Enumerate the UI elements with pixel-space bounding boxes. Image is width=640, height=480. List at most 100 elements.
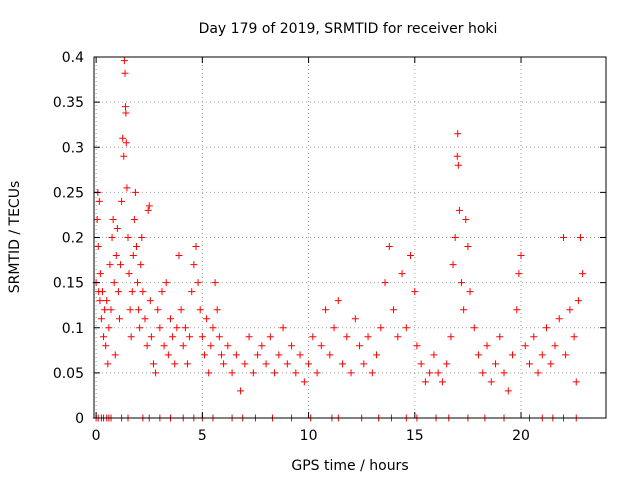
data-point xyxy=(555,315,563,323)
data-point xyxy=(130,215,138,223)
data-point xyxy=(171,360,179,368)
data-point xyxy=(120,152,128,160)
data-point xyxy=(574,297,582,305)
data-point xyxy=(188,288,196,296)
data-point xyxy=(154,306,162,314)
x-tick-label: 0 xyxy=(92,428,101,444)
data-point xyxy=(288,342,296,350)
data-point xyxy=(449,261,457,269)
data-point xyxy=(156,324,164,332)
data-point xyxy=(455,206,463,214)
data-point xyxy=(145,202,153,210)
data-point xyxy=(152,369,160,377)
data-point xyxy=(98,288,106,296)
data-point xyxy=(139,288,147,296)
data-point xyxy=(109,215,117,223)
data-point xyxy=(515,270,523,278)
data-point xyxy=(93,215,101,223)
data-point xyxy=(470,324,478,332)
data-point xyxy=(407,252,415,260)
data-point xyxy=(209,324,217,332)
axis-ticks: 0 0.05 0.1 0.15 0.2 0.25 0.3 0.35 0.4 0 5 10 15 20 xyxy=(53,50,606,444)
data-point xyxy=(119,134,127,142)
data-point xyxy=(430,351,438,359)
data-point xyxy=(104,360,112,368)
data-point xyxy=(169,333,177,341)
y-axis-label: SRMTID / TECUs xyxy=(7,181,23,294)
data-point xyxy=(196,306,204,314)
data-point xyxy=(572,378,580,386)
data-point xyxy=(103,297,111,305)
data-point xyxy=(454,161,462,169)
data-point xyxy=(143,342,151,350)
data-point xyxy=(147,333,155,341)
data-point xyxy=(566,306,574,314)
data-point xyxy=(560,234,568,241)
data-point xyxy=(108,234,116,241)
data-point xyxy=(175,252,183,260)
data-point xyxy=(313,369,321,377)
data-point xyxy=(309,333,317,341)
data-point xyxy=(183,360,191,368)
data-point xyxy=(127,333,135,341)
data-point xyxy=(300,378,308,386)
data-point xyxy=(381,279,389,287)
data-point xyxy=(562,351,570,359)
data-point xyxy=(411,288,419,296)
data-point xyxy=(543,324,551,332)
data-point xyxy=(579,270,587,278)
data-point xyxy=(203,315,211,323)
data-point xyxy=(339,360,347,368)
data-point xyxy=(179,342,187,350)
data-point xyxy=(551,342,559,350)
x-tick-label: 5 xyxy=(198,428,207,444)
y-tick-label: 0 xyxy=(75,411,84,427)
data-point xyxy=(330,324,338,332)
data-point xyxy=(220,360,228,368)
data-point xyxy=(125,270,133,278)
data-point xyxy=(122,139,130,147)
y-tick-label: 0.4 xyxy=(62,50,84,66)
data-point xyxy=(137,261,145,269)
data-point xyxy=(132,243,140,251)
data-point xyxy=(453,152,461,160)
data-point xyxy=(417,360,425,368)
data-point xyxy=(360,360,368,368)
data-point xyxy=(258,342,266,350)
y-tick-label: 0.3 xyxy=(62,140,84,156)
data-point xyxy=(224,342,232,350)
data-point xyxy=(262,360,270,368)
data-point xyxy=(166,315,174,323)
data-point xyxy=(377,324,385,332)
chart-title: Day 179 of 2019, SRMTID for receiver hok… xyxy=(199,21,498,37)
data-point xyxy=(254,351,262,359)
data-point xyxy=(200,351,208,359)
data-point xyxy=(385,243,393,251)
data-point xyxy=(96,297,104,305)
data-point xyxy=(279,324,287,332)
data-point xyxy=(162,279,170,287)
data-point xyxy=(101,306,109,314)
data-point xyxy=(160,342,168,350)
data-point xyxy=(245,333,253,341)
data-point xyxy=(413,342,421,350)
data-point xyxy=(113,224,121,232)
data-point xyxy=(534,369,542,377)
data-point xyxy=(500,369,508,377)
data-point xyxy=(483,342,491,350)
data-point xyxy=(373,351,381,359)
data-point xyxy=(107,306,115,314)
data-point xyxy=(451,234,459,241)
data-point xyxy=(232,351,240,359)
data-point xyxy=(228,369,236,377)
data-point xyxy=(347,369,355,377)
data-point xyxy=(296,351,304,359)
data-point xyxy=(547,360,555,368)
data-point xyxy=(164,351,172,359)
data-point xyxy=(351,315,359,323)
data-point xyxy=(421,378,429,386)
data-point xyxy=(106,261,114,269)
data-point xyxy=(570,333,578,341)
data-point xyxy=(129,252,137,260)
